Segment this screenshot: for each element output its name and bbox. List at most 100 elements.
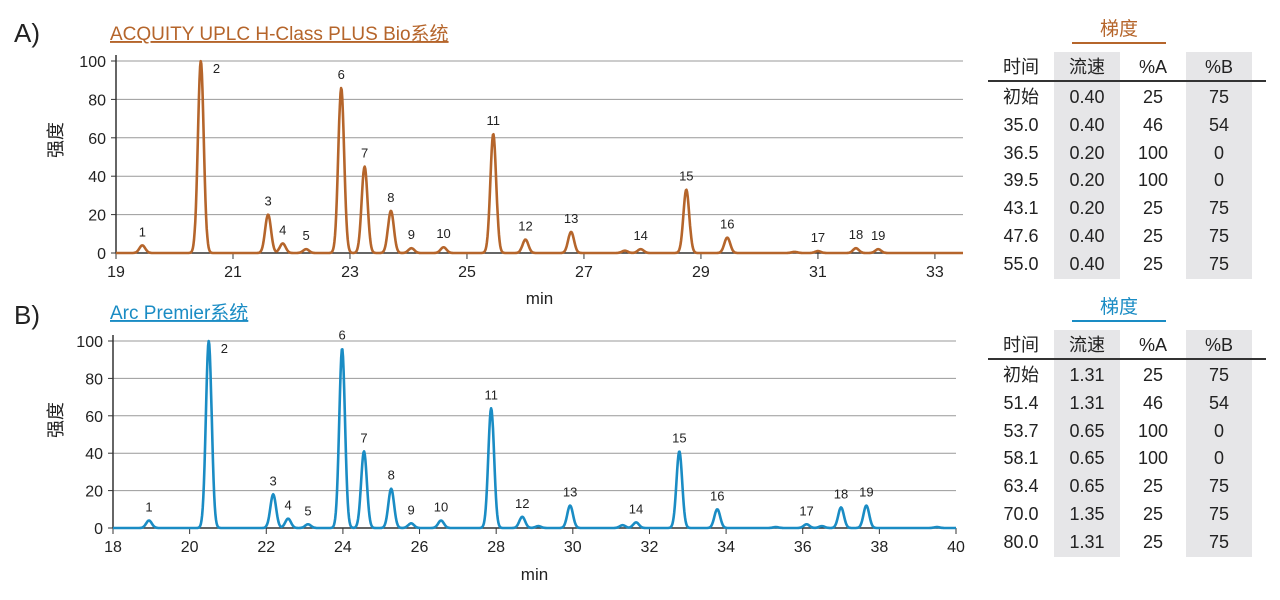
- peak-label: 2: [213, 61, 220, 76]
- peak-label: 3: [264, 194, 271, 209]
- table-cell: 初始: [1003, 87, 1039, 107]
- table-cell: 0: [1213, 170, 1224, 191]
- table-column: 时间 初始 51.4 53.7 58.1 63.4 70.0 80.0: [988, 330, 1054, 557]
- table-cell: 43.1: [1003, 198, 1039, 219]
- peak-label: 7: [360, 430, 367, 445]
- peak-label: 6: [339, 327, 346, 342]
- column-header: 时间: [1003, 335, 1039, 355]
- table-cell: 0: [1213, 420, 1224, 441]
- peak-label: 14: [629, 501, 643, 516]
- peak-label: 13: [563, 485, 577, 500]
- y-tick-label: 100: [76, 334, 103, 351]
- y-tick-label: 60: [85, 409, 103, 426]
- x-tick-label: 30: [564, 539, 582, 556]
- table-cell: 70.0: [1003, 503, 1039, 524]
- column-header: 时间: [1003, 57, 1039, 77]
- x-tick-label: 24: [334, 539, 352, 556]
- peak-label: 1: [145, 500, 152, 515]
- peak-label: 12: [518, 219, 532, 234]
- peak-label: 19: [871, 228, 885, 243]
- table-cell: 0.65: [1069, 448, 1105, 469]
- table-cell: 100: [1137, 170, 1169, 191]
- peak-label: 17: [799, 503, 813, 518]
- table-cell: 25: [1142, 198, 1164, 219]
- table-cell: 39.5: [1003, 170, 1039, 191]
- chart-title: Arc Premier系统: [110, 302, 248, 324]
- peak-label: 8: [388, 468, 395, 483]
- y-tick-label: 80: [88, 92, 106, 109]
- table-cell: 80.0: [1003, 531, 1039, 552]
- peak-label: 15: [679, 169, 693, 184]
- table-cell: 51.4: [1003, 392, 1039, 413]
- table-cell: 0.65: [1069, 476, 1105, 497]
- peak-label: 11: [487, 113, 501, 128]
- table-cell: 0.65: [1069, 420, 1105, 441]
- table-cell: 25: [1142, 503, 1164, 524]
- y-tick-label: 40: [85, 446, 103, 463]
- table-cell: 1.31: [1069, 531, 1105, 552]
- x-tick-label: 23: [341, 264, 359, 281]
- table-cell: 75: [1208, 225, 1230, 246]
- x-tick-label: 36: [794, 539, 812, 556]
- chromatogram-trace: [115, 59, 964, 255]
- y-axis-label: 强度: [46, 122, 66, 158]
- peak-label: 7: [361, 146, 368, 161]
- peak-label: 4: [284, 498, 291, 513]
- chromatogram-trace: [112, 339, 957, 530]
- peak-label: 5: [302, 228, 309, 243]
- table-column: %B 75 54 0 0 75 75 75: [1186, 330, 1252, 557]
- table-cell: 46: [1142, 114, 1164, 135]
- table-cell: 初始: [1003, 365, 1039, 385]
- peak-label: 16: [710, 488, 724, 503]
- table-cell: 75: [1208, 365, 1230, 385]
- header-divider: [988, 80, 1266, 82]
- y-tick-label: 0: [94, 521, 103, 538]
- gradient-title: 梯度: [1072, 292, 1166, 322]
- column-header: %B: [1204, 57, 1233, 77]
- table-column: %A 25 46 100 100 25 25 25: [1120, 330, 1186, 557]
- peak-label: 4: [279, 222, 286, 237]
- x-tick-label: 29: [692, 264, 710, 281]
- table-cell: 1.35: [1069, 503, 1105, 524]
- peak-label: 10: [434, 500, 448, 515]
- table-cell: 75: [1208, 198, 1230, 219]
- table-cell: 53.7: [1003, 420, 1039, 441]
- column-header: 流速: [1069, 335, 1105, 355]
- table-cell: 54: [1208, 392, 1230, 413]
- table-cell: 75: [1208, 476, 1230, 497]
- x-tick-label: 32: [641, 539, 659, 556]
- table-cell: 100: [1137, 142, 1169, 163]
- table-cell: 0: [1213, 142, 1224, 163]
- x-tick-label: 27: [575, 264, 593, 281]
- table-cell: 1.31: [1069, 392, 1105, 413]
- peak-label: 8: [387, 190, 394, 205]
- table-cell: 0.40: [1069, 253, 1105, 274]
- x-tick-label: 20: [181, 539, 199, 556]
- y-tick-label: 80: [85, 371, 103, 388]
- peak-label: 2: [221, 341, 228, 356]
- peak-label: 18: [834, 486, 848, 501]
- table-cell: 25: [1142, 253, 1164, 274]
- column-header: %A: [1138, 335, 1167, 355]
- y-tick-label: 0: [97, 246, 106, 263]
- table-cell: 25: [1142, 365, 1164, 385]
- table-cell: 47.6: [1003, 225, 1039, 246]
- peak-label: 13: [564, 211, 578, 226]
- table-cell: 46: [1142, 392, 1164, 413]
- table-column: 时间 初始 35.0 36.5 39.5 43.1 47.6 55.0: [988, 52, 1054, 279]
- table-cell: 0.40: [1069, 87, 1105, 107]
- x-axis-label: min: [521, 565, 548, 584]
- table-cell: 25: [1142, 87, 1164, 107]
- table-cell: 25: [1142, 531, 1164, 552]
- table-cell: 100: [1137, 448, 1169, 469]
- x-tick-label: 33: [926, 264, 944, 281]
- column-header: %B: [1204, 335, 1233, 355]
- x-tick-label: 28: [487, 539, 505, 556]
- table-cell: 54: [1208, 114, 1230, 135]
- x-tick-label: 21: [224, 264, 242, 281]
- table-cell: 0.20: [1069, 198, 1105, 219]
- table-cell: 25: [1142, 225, 1164, 246]
- table-cell: 0.40: [1069, 225, 1105, 246]
- panel-label: A): [14, 18, 40, 48]
